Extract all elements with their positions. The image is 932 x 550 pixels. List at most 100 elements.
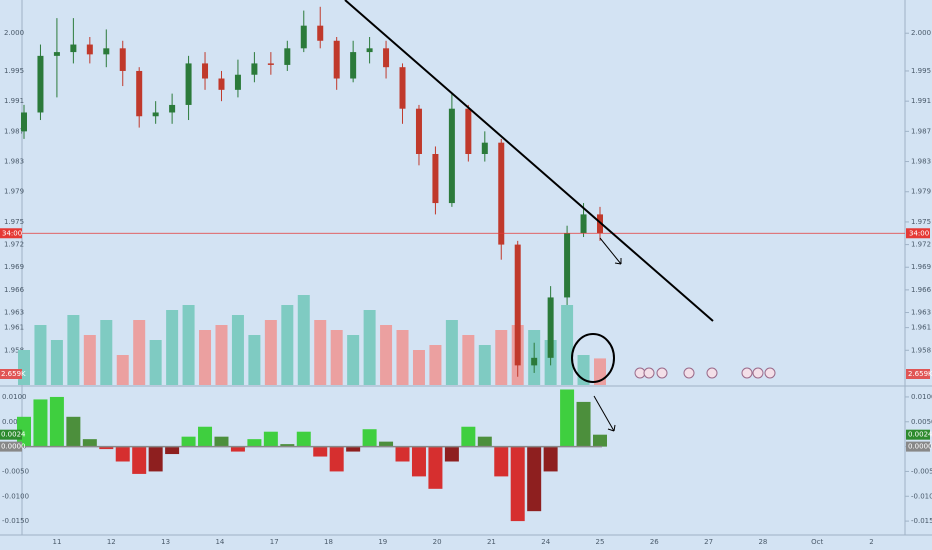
- volume-bar: [149, 340, 162, 385]
- trend-line: [344, 0, 714, 322]
- price-label: 34:00: [909, 229, 929, 237]
- price-label-bg: [906, 228, 930, 239]
- y-tick-label: -0.0100: [2, 492, 29, 500]
- candle-body: [136, 70, 143, 117]
- volume-bar: [182, 305, 195, 385]
- oscillator-bar: [395, 446, 410, 462]
- candle-body: [21, 112, 27, 132]
- oscillator-bar: [593, 434, 607, 447]
- x-tick-label: Oct: [811, 538, 823, 546]
- y-tick-label: 1.958: [911, 346, 931, 354]
- price-label: 34:00: [2, 229, 22, 237]
- volume-bar: [396, 330, 409, 385]
- volume-bar: [67, 315, 80, 385]
- y-tick-label: 1.983: [911, 158, 931, 166]
- oscillator-bar: [428, 446, 443, 489]
- zero-label-bg: [906, 441, 930, 452]
- volume-bar: [133, 320, 146, 385]
- oscillator-bar: [313, 446, 328, 457]
- x-tick-label: 20: [433, 538, 442, 546]
- x-tick-label: 24: [541, 538, 550, 546]
- volume-bar: [231, 315, 244, 385]
- candle-body: [531, 357, 538, 366]
- candle-body: [251, 63, 258, 75]
- x-tick-label: 21: [487, 538, 496, 546]
- oscillator-bar: [263, 431, 278, 447]
- oscillator-bar: [477, 436, 492, 447]
- y-tick-label: -0.0050: [911, 467, 932, 475]
- oscillator-bar: [165, 446, 180, 455]
- oscillator-bar: [527, 446, 542, 512]
- y-tick-label: 1.963: [4, 309, 24, 317]
- volume-bar: [478, 345, 491, 385]
- volume-bar: [314, 320, 327, 385]
- candle-body: [284, 48, 291, 65]
- x-tick-label: 26: [650, 538, 659, 546]
- price-label-bg: [0, 228, 22, 239]
- y-tick-label: 1.966: [911, 286, 932, 294]
- volume-bar: [462, 335, 475, 385]
- y-tick-label: 1.979: [911, 188, 931, 196]
- y-tick-label: 0.0050: [911, 418, 932, 426]
- oscillator-bar: [576, 401, 591, 447]
- candle-body: [432, 154, 439, 204]
- osc-label: 0.0024: [908, 431, 932, 439]
- oscillator-bar: [66, 416, 81, 447]
- y-tick-label: 1.966: [4, 286, 25, 294]
- candle-body: [366, 48, 373, 53]
- candle-body: [234, 74, 241, 90]
- y-tick-label: 1.972: [4, 241, 24, 249]
- oscillator-bar: [148, 446, 163, 472]
- zero-label-bg: [0, 441, 22, 452]
- y-tick-label: 1.991: [911, 97, 931, 105]
- y-tick-label: 1.987: [911, 127, 931, 135]
- oscillator-bar: [444, 446, 459, 462]
- oscillator-bar: [494, 446, 509, 477]
- volume-bar: [561, 305, 574, 385]
- oscillator-bar: [543, 446, 558, 472]
- y-tick-label: 1.995: [911, 67, 931, 75]
- y-tick-label: 1.961: [911, 324, 931, 332]
- volume-bar: [380, 325, 393, 385]
- volume-bar: [166, 310, 179, 385]
- oscillator-bar: [230, 446, 245, 452]
- candle-body: [399, 67, 406, 109]
- volume-bar: [116, 355, 129, 385]
- volume-bar: [281, 305, 294, 385]
- candle-body: [415, 108, 422, 154]
- volume-bar: [330, 330, 343, 385]
- oscillator-bar: [181, 436, 196, 447]
- y-tick-label: 1.979: [4, 188, 24, 196]
- volume-bar: [18, 350, 30, 385]
- volume-bar: [297, 295, 310, 385]
- volume-label-bg: [0, 369, 22, 379]
- volume-label: 2.659K: [908, 370, 932, 378]
- x-tick-label: 25: [596, 538, 605, 546]
- oscillator-bar: [411, 446, 426, 477]
- arrow: [593, 395, 615, 432]
- volume-bar: [100, 320, 113, 385]
- y-tick-label: 0.0100: [2, 393, 27, 401]
- candle-body: [70, 44, 77, 53]
- oscillator-bar: [247, 439, 262, 447]
- volume-bar: [363, 310, 376, 385]
- y-tick-label: -0.0050: [2, 467, 29, 475]
- candle-body: [103, 48, 110, 55]
- candle-body: [547, 297, 554, 358]
- candle-body: [317, 25, 324, 41]
- volume-bar: [34, 325, 47, 385]
- oscillator-bar: [132, 446, 147, 474]
- candle-body: [333, 40, 340, 79]
- candle-body: [465, 108, 472, 154]
- oscillator-bar: [362, 429, 377, 447]
- candle-body: [514, 244, 521, 366]
- x-tick-label: 28: [758, 538, 767, 546]
- volume-bar: [248, 335, 261, 385]
- candle-body: [119, 48, 126, 71]
- volume-bar: [264, 320, 277, 385]
- arrow-head: [614, 258, 622, 265]
- oscillator-bar: [33, 399, 48, 447]
- candle-body: [564, 233, 571, 298]
- candle-body: [481, 142, 488, 154]
